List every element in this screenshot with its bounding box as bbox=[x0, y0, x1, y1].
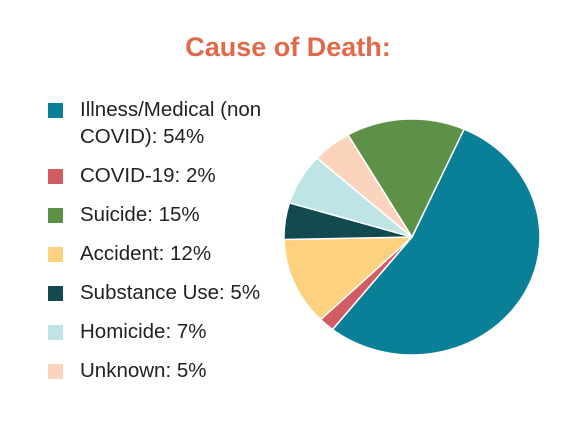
legend-swatch bbox=[48, 169, 63, 184]
legend-swatch bbox=[48, 247, 63, 262]
legend-label: Suicide: 15% bbox=[80, 203, 200, 226]
pie-slice bbox=[331, 128, 541, 356]
legend-swatch bbox=[48, 208, 63, 223]
legend-label: Unknown: 5% bbox=[80, 359, 207, 382]
legend-swatch bbox=[48, 325, 63, 340]
legend-item: Accident: 12% bbox=[48, 240, 320, 267]
legend-label: Homicide: 7% bbox=[80, 320, 207, 343]
legend-label: Substance Use: 5% bbox=[80, 281, 261, 304]
legend-item: Homicide: 7% bbox=[48, 318, 320, 345]
legend-item: Unknown: 5% bbox=[48, 357, 320, 384]
pie-slice bbox=[346, 118, 466, 239]
pie-slice bbox=[283, 236, 414, 321]
legend-item: COVID-19: 2% bbox=[48, 162, 320, 189]
legend-item: Illness/Medical (non COVID): 54% bbox=[48, 96, 320, 150]
legend: Illness/Medical (non COVID): 54% COVID-19… bbox=[48, 96, 320, 396]
legend-label: COVID-19: 2% bbox=[80, 164, 216, 187]
legend-item: Substance Use: 5% bbox=[48, 279, 320, 306]
legend-swatch bbox=[48, 286, 63, 301]
pie-chart bbox=[283, 118, 541, 356]
legend-swatch bbox=[48, 364, 63, 379]
legend-item: Suicide: 15% bbox=[48, 201, 320, 228]
legend-label: Illness/Medical (non COVID): 54% bbox=[80, 98, 262, 148]
legend-label: Accident: 12% bbox=[80, 242, 212, 265]
legend-swatch bbox=[48, 103, 63, 118]
chart-title: Cause of Death: bbox=[185, 32, 391, 62]
